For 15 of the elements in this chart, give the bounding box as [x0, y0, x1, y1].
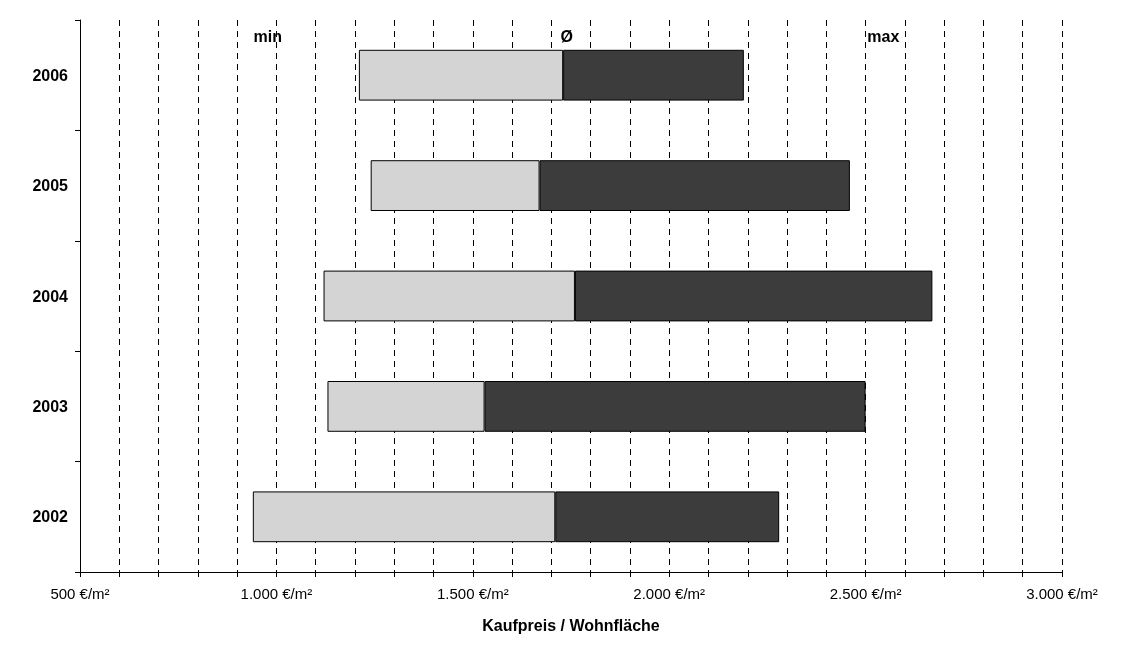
x-tick-label: 1.000 €/m² [240, 585, 313, 602]
x-axis-title: Kaufpreis / Wohnfläche [482, 616, 660, 634]
y-tick-label: 2004 [32, 287, 69, 305]
x-tick-label: 3.000 €/m² [1026, 585, 1098, 602]
x-tick-label: 2.000 €/m² [633, 585, 706, 602]
y-tick-label: 2002 [32, 508, 69, 526]
x-tick-label: 500 €/m² [50, 585, 110, 602]
y-tick-label: 2005 [32, 177, 69, 195]
x-tick-label: 1.500 €/m² [436, 585, 509, 602]
annotation: Ø [560, 27, 573, 45]
annotation: min [253, 27, 282, 45]
y-tick-label: 2006 [32, 66, 69, 84]
y-tick-label: 2003 [32, 397, 69, 415]
annotation: max [867, 27, 900, 45]
x-tick-label: 2.500 €/m² [829, 585, 902, 602]
